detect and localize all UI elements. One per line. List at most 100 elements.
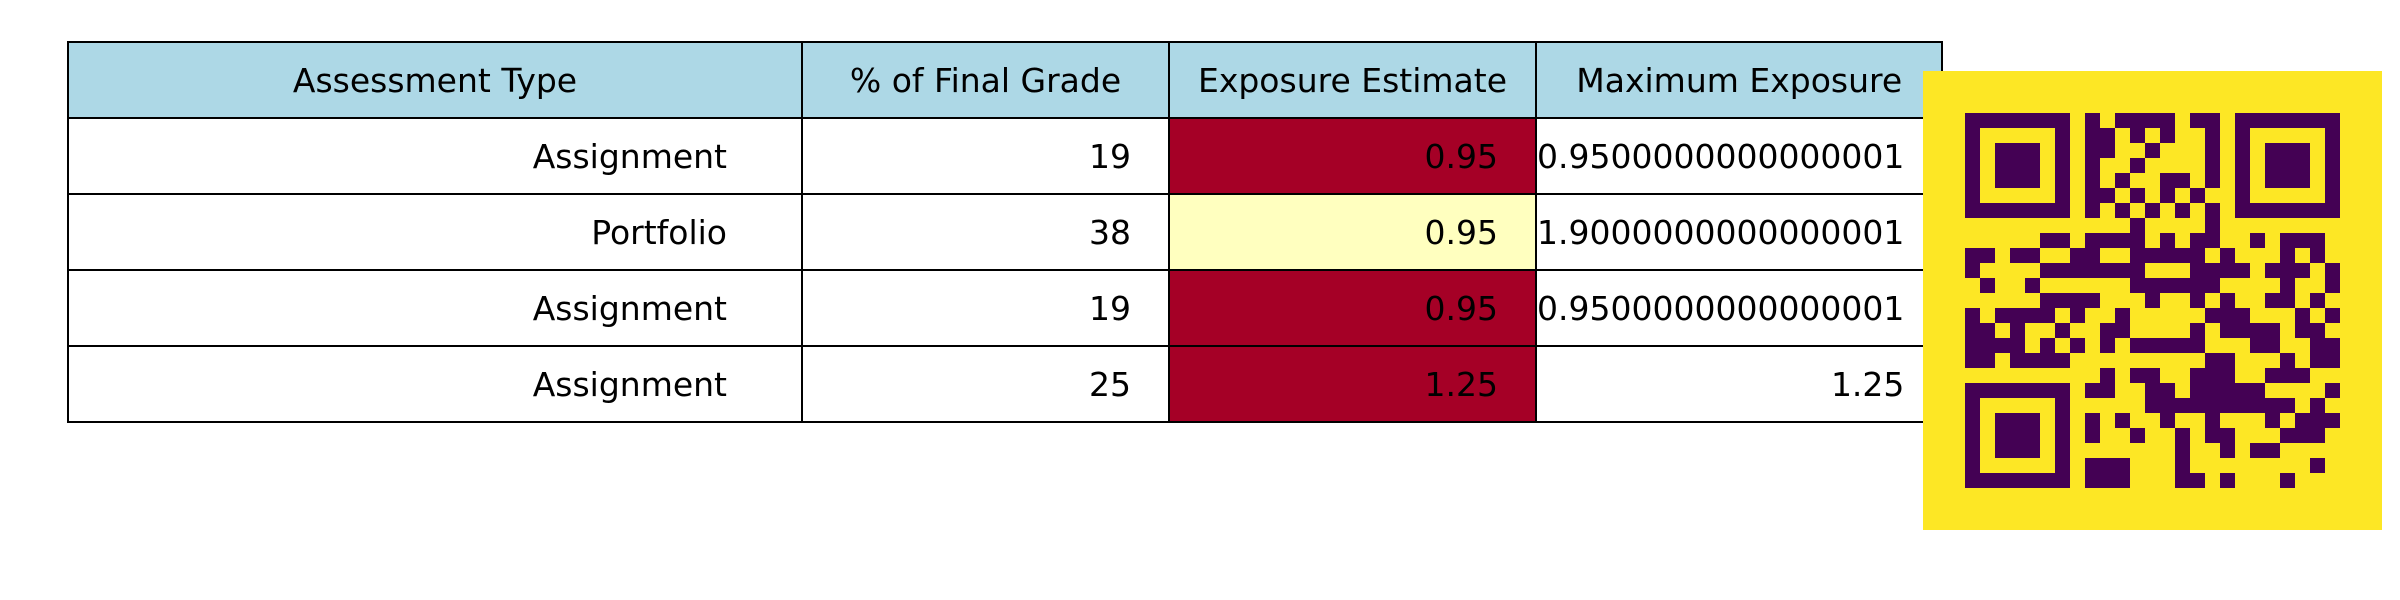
cell-text: 0.95 xyxy=(1424,136,1498,176)
qr-module xyxy=(2310,233,2325,248)
qr-module xyxy=(2145,398,2160,413)
qr-module xyxy=(2100,263,2115,278)
qr-module xyxy=(1980,248,1995,263)
qr-module xyxy=(2265,293,2280,308)
qr-module xyxy=(2280,158,2295,173)
cell-text: 1.9000000000000001 xyxy=(1537,212,1905,252)
qr-module xyxy=(2040,353,2055,368)
qr-module xyxy=(2190,398,2205,413)
table-cell: 0.9500000000000001 xyxy=(1534,117,1944,195)
qr-module xyxy=(2205,428,2220,443)
table-cell: 0.95 xyxy=(1168,193,1537,271)
qr-module xyxy=(2130,233,2145,248)
qr-module xyxy=(1995,113,2010,128)
qr-module xyxy=(2265,158,2280,173)
qr-module xyxy=(2280,203,2295,218)
qr-module xyxy=(2205,263,2220,278)
qr-module xyxy=(2025,428,2040,443)
qr-module xyxy=(2160,278,2175,293)
qr-module xyxy=(2085,458,2100,473)
table-cell: 0.95 xyxy=(1168,117,1537,195)
qr-module xyxy=(2085,128,2100,143)
qr-module xyxy=(2070,308,2085,323)
qr-module xyxy=(2085,383,2100,398)
qr-module xyxy=(1995,383,2010,398)
qr-module xyxy=(2130,428,2145,443)
qr-module xyxy=(2325,383,2340,398)
cell-text: 1.25 xyxy=(1424,364,1498,404)
qr-module xyxy=(2325,173,2340,188)
qr-module xyxy=(2025,308,2040,323)
qr-module xyxy=(2310,353,2325,368)
qr-module xyxy=(2235,128,2250,143)
qr-module xyxy=(2190,338,2205,353)
table-cell: Assignment xyxy=(67,269,803,347)
qr-module xyxy=(2055,443,2070,458)
qr-module xyxy=(2310,413,2325,428)
qr-module xyxy=(2220,353,2235,368)
qr-module xyxy=(2115,233,2130,248)
qr-module xyxy=(2130,248,2145,263)
qr-module xyxy=(2130,218,2145,233)
qr-module xyxy=(2205,128,2220,143)
qr-module xyxy=(2175,398,2190,413)
qr-module xyxy=(2085,113,2100,128)
qr-module xyxy=(2055,143,2070,158)
qr-module xyxy=(2055,473,2070,488)
qr-module xyxy=(2295,428,2310,443)
qr-module xyxy=(2070,263,2085,278)
qr-module xyxy=(2160,338,2175,353)
cell-text: 25 xyxy=(1089,364,1131,404)
qr-module xyxy=(1965,188,1980,203)
qr-module xyxy=(2055,233,2070,248)
qr-module xyxy=(1965,113,1980,128)
qr-module xyxy=(1995,428,2010,443)
qr-module xyxy=(2010,338,2025,353)
qr-module xyxy=(1965,143,1980,158)
table-header-row: Assessment Type % of Final Grade Exposur… xyxy=(67,41,1944,119)
qr-module xyxy=(1995,413,2010,428)
qr-module xyxy=(2160,398,2175,413)
qr-module xyxy=(2085,473,2100,488)
qr-module xyxy=(2100,338,2115,353)
cell-text: Assignment xyxy=(532,364,727,404)
qr-module xyxy=(2220,248,2235,263)
qr-module xyxy=(2235,323,2250,338)
qr-module xyxy=(2160,173,2175,188)
qr-module xyxy=(2145,248,2160,263)
qr-module xyxy=(2160,248,2175,263)
qr-module xyxy=(2325,308,2340,323)
qr-module xyxy=(2205,158,2220,173)
qr-module xyxy=(2280,173,2295,188)
qr-module xyxy=(2205,113,2220,128)
column-header: Maximum Exposure xyxy=(1534,41,1944,119)
qr-module xyxy=(2145,293,2160,308)
qr-module xyxy=(2160,413,2175,428)
qr-module xyxy=(2280,263,2295,278)
cell-text: 0.9500000000000001 xyxy=(1537,288,1905,328)
qr-code xyxy=(1923,71,2382,530)
qr-module xyxy=(2205,173,2220,188)
qr-module xyxy=(1965,203,1980,218)
qr-module xyxy=(2265,323,2280,338)
qr-module xyxy=(1980,323,1995,338)
qr-module xyxy=(2055,113,2070,128)
qr-module xyxy=(2175,248,2190,263)
qr-module xyxy=(2040,473,2055,488)
qr-module xyxy=(2055,173,2070,188)
qr-module xyxy=(1965,158,1980,173)
qr-module xyxy=(2130,128,2145,143)
qr-module xyxy=(2220,263,2235,278)
table-cell: 19 xyxy=(801,117,1170,195)
qr-module xyxy=(2085,413,2100,428)
qr-module xyxy=(2250,113,2265,128)
qr-module xyxy=(1995,158,2010,173)
qr-module xyxy=(2265,398,2280,413)
qr-module xyxy=(2235,383,2250,398)
qr-module xyxy=(2265,443,2280,458)
qr-module xyxy=(2295,308,2310,323)
qr-module xyxy=(2040,308,2055,323)
qr-module xyxy=(2280,398,2295,413)
qr-module xyxy=(2235,308,2250,323)
qr-module xyxy=(2025,413,2040,428)
